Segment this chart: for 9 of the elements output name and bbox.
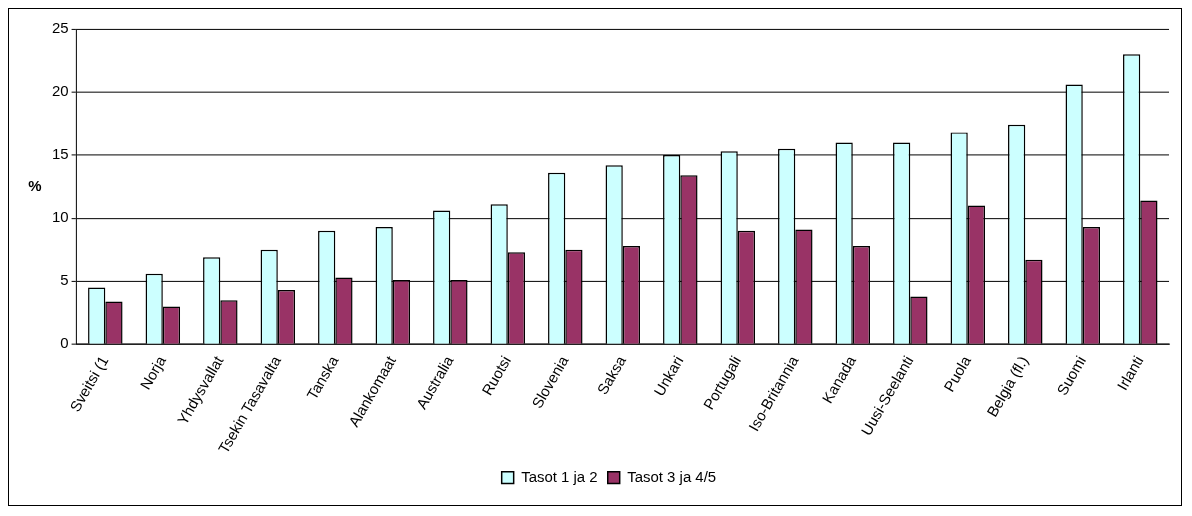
- y-axis-title: %: [28, 176, 42, 194]
- y-tick-label: 25: [51, 19, 69, 37]
- legend-label: Tasot 1 ja 2: [521, 467, 598, 485]
- y-tick-label: 0: [60, 334, 69, 352]
- y-tick-label: 5: [60, 271, 69, 289]
- legend-label: Tasot 3 ja 4/5: [627, 467, 717, 485]
- y-tick-label: 20: [51, 82, 69, 100]
- y-tick-label: 10: [51, 208, 69, 226]
- y-tick-label: 15: [51, 145, 69, 163]
